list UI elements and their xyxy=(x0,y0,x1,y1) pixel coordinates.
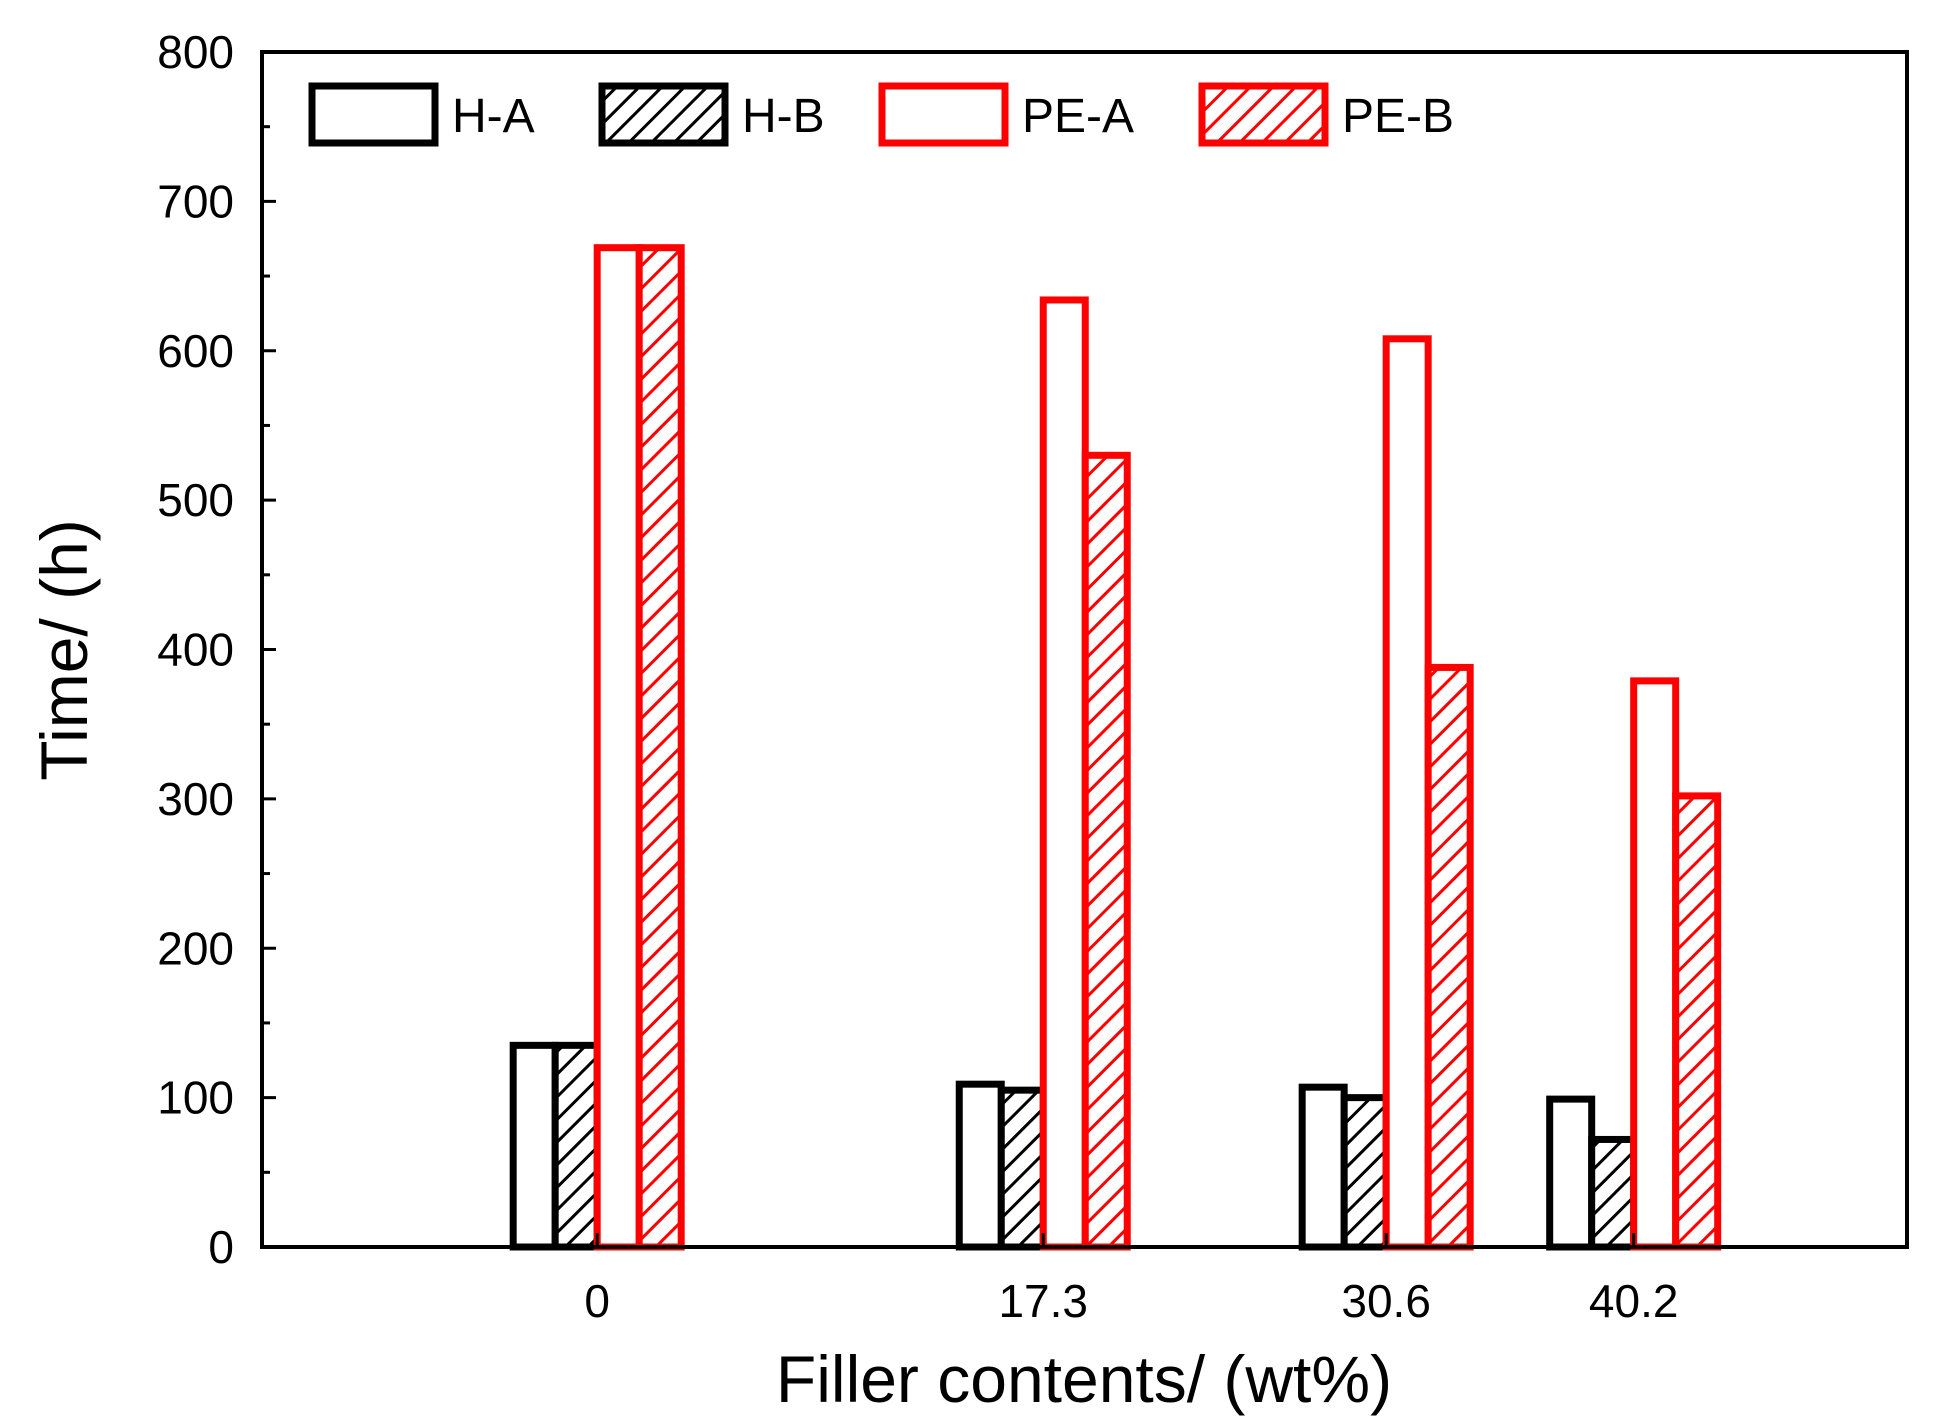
y-tick-label: 300 xyxy=(157,773,234,825)
legend-swatch-h-b xyxy=(598,82,729,147)
y-tick-label: 400 xyxy=(157,624,234,676)
bar-h-b-0 xyxy=(551,1041,601,1251)
bar-pe-a-40.2 xyxy=(1630,677,1680,1251)
x-tick-label: 40.2 xyxy=(1589,1275,1679,1327)
legend-label-pe-a: PE-A xyxy=(1022,90,1134,143)
bar-pe-a-0 xyxy=(593,244,643,1251)
y-tick-label: 700 xyxy=(157,175,234,227)
legend-label-h-b: H-B xyxy=(742,90,825,143)
legend-swatch-h-a xyxy=(308,82,439,147)
bar-h-b-30.6 xyxy=(1340,1094,1390,1251)
x-tick-label: 0 xyxy=(584,1275,610,1327)
y-tick-label: 200 xyxy=(157,922,234,974)
bar-h-a-30.6 xyxy=(1298,1083,1348,1251)
bar-h-b-17.3 xyxy=(997,1086,1047,1251)
y-tick-label: 800 xyxy=(157,26,234,78)
y-axis-title: Time/ (h) xyxy=(27,519,101,781)
y-tick-label: 500 xyxy=(157,474,234,526)
legend-swatch-pe-a xyxy=(878,82,1009,147)
bar-h-a-40.2 xyxy=(1546,1095,1596,1251)
legend: H-A H-B PE-A PE-B xyxy=(308,82,1454,147)
x-axis-title: Filler contents/ (wt%) xyxy=(776,1342,1392,1416)
legend-label-h-a: H-A xyxy=(452,90,535,143)
legend-swatch-pe-b xyxy=(1198,82,1329,147)
bar-h-a-17.3 xyxy=(955,1080,1005,1251)
bar-pe-a-30.6 xyxy=(1382,335,1432,1251)
x-axis: 0 17.3 30.6 40.2 xyxy=(584,1233,1678,1327)
bar-pe-b-17.3 xyxy=(1081,451,1131,1251)
y-tick-label: 600 xyxy=(157,325,234,377)
y-axis: 0 100 200 300 400 500 600 700 800 xyxy=(157,26,276,1273)
x-tick-label: 17.3 xyxy=(998,1275,1088,1327)
y-tick-label: 100 xyxy=(157,1072,234,1124)
bar-pe-b-0 xyxy=(635,244,685,1251)
x-tick-label: 30.6 xyxy=(1341,1275,1431,1327)
y-tick-label: 0 xyxy=(208,1221,234,1273)
legend-label-pe-b: PE-B xyxy=(1342,90,1454,143)
bar-h-a-0 xyxy=(509,1041,559,1251)
bars-layer xyxy=(509,244,1722,1251)
bar-pe-a-17.3 xyxy=(1039,296,1089,1251)
bar-pe-b-30.6 xyxy=(1424,663,1474,1251)
bar-h-b-40.2 xyxy=(1588,1135,1638,1251)
bar-pe-b-40.2 xyxy=(1672,792,1722,1251)
